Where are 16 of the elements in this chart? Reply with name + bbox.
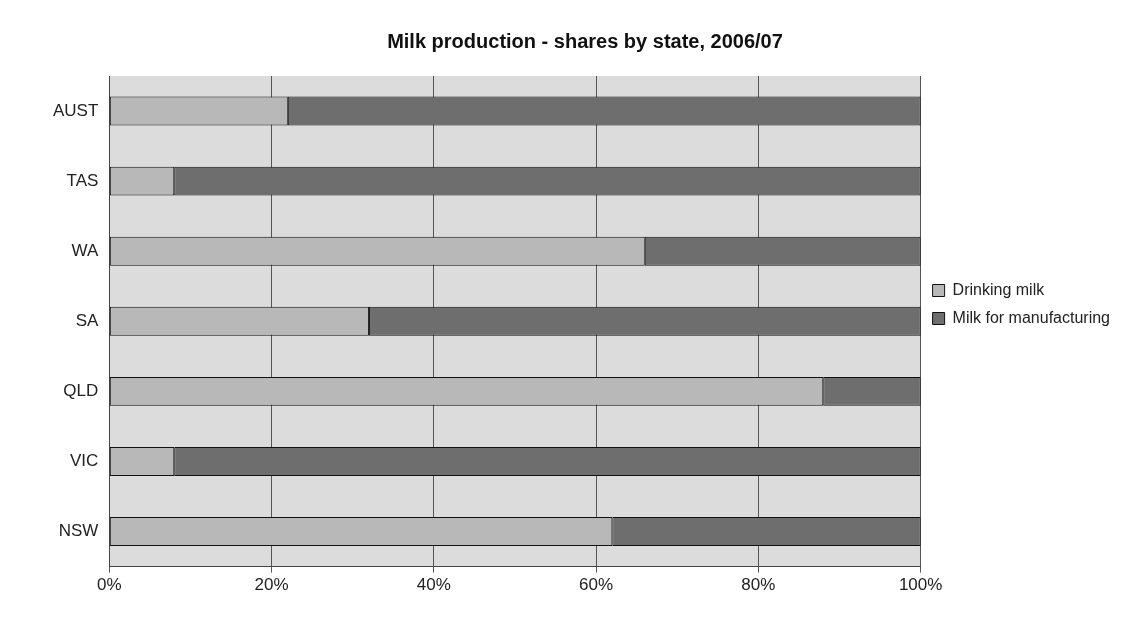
y-tick-label: TAS [66,170,99,190]
y-tick-label: VIC [70,451,99,471]
x-tick-label: 40% [416,575,451,595]
x-tick-label: 100% [898,575,943,595]
y-tick-label: QLD [63,381,99,401]
y-tick-label: SA [75,310,99,330]
x-tick-label: 20% [254,575,289,595]
x-tick-label: 80% [741,575,776,595]
y-tick-label: AUST [53,100,99,120]
chart-title: Milk production - shares by state, 2006/07 [387,29,783,52]
y-tick-label: NSW [58,521,99,541]
legend-label: Milk for manufacturing [952,308,1110,326]
x-tick-label: 0% [97,575,122,595]
x-tick-label: 60% [579,575,614,595]
y-tick-label: WA [71,240,99,260]
legend-label: Drinking milk [952,280,1046,298]
